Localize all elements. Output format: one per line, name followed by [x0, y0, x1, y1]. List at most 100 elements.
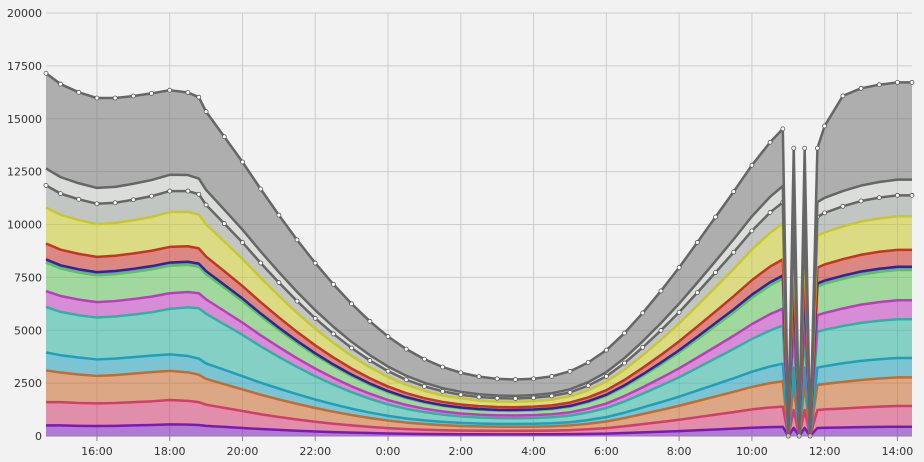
- series-13-point: [909, 79, 915, 85]
- series-13-point: [567, 368, 573, 374]
- series-11-point: [622, 360, 627, 366]
- series-13-point: [440, 364, 446, 370]
- series-13-point: [221, 134, 227, 140]
- series-11-point: [422, 383, 427, 389]
- x-axis-ticks: 16:00 18:00 20:00 22:00 0:00 2:00 4:00 6:00 8:00…: [81, 436, 913, 458]
- series-11-point: [909, 192, 915, 198]
- x-tick-label: 2:00: [448, 445, 473, 458]
- series-13-point: [43, 70, 49, 76]
- series-11-point: [640, 344, 646, 350]
- series-13-point: [494, 376, 500, 382]
- series-13-point: [258, 186, 264, 192]
- series-13-point: [167, 87, 173, 93]
- y-tick-label: 2500: [14, 377, 42, 390]
- series-13-point: [840, 93, 846, 99]
- series-1-area: [46, 424, 912, 436]
- series-13-point: [603, 347, 609, 353]
- series-13-point: [731, 189, 737, 195]
- x-tick-label: 8:00: [667, 445, 692, 458]
- series-11-point: [94, 201, 100, 207]
- series-13-point: [676, 265, 682, 270]
- y-tick-label: 15000: [7, 113, 42, 126]
- series-11-point: [294, 298, 300, 304]
- series-11-point: [43, 182, 49, 188]
- series-13-point: [895, 79, 900, 85]
- series-13-point: [403, 346, 409, 352]
- series-areas: [46, 73, 912, 436]
- y-tick-label: 10000: [7, 219, 42, 232]
- series-13-point: [58, 81, 63, 87]
- series-13-point: [791, 145, 797, 151]
- series-13-point: [549, 373, 555, 379]
- x-tick-label: 4:00: [521, 445, 546, 458]
- series-6-area: [46, 291, 912, 436]
- x-tick-label: 12:00: [809, 445, 841, 458]
- y-tick-label: 0: [35, 430, 42, 443]
- series-11-point: [440, 388, 446, 394]
- x-tick-label: 18:00: [154, 445, 186, 458]
- series-13-point: [640, 310, 646, 316]
- series-13-point: [294, 237, 300, 243]
- series-13-area: [46, 73, 912, 436]
- x-tick-label: 14:00: [882, 445, 914, 458]
- series-2-area: [46, 400, 912, 436]
- series-11-point: [221, 221, 227, 227]
- series-11-point: [658, 328, 664, 333]
- y-axis-ticks: 0 2500 5000 7500 10000 12500 15000 17500 20000: [7, 7, 42, 443]
- y-tick-label: 7500: [14, 271, 42, 284]
- series-13-point: [512, 377, 518, 382]
- series-11-point: [76, 196, 82, 202]
- series-11-point: [331, 331, 336, 337]
- series-11-area: [46, 185, 912, 436]
- series-13-point: [458, 370, 464, 376]
- series-13-point: [802, 145, 808, 151]
- series-13-point: [658, 288, 664, 294]
- series-12-area: [46, 168, 912, 436]
- series-13-point: [149, 90, 154, 96]
- series-10-area: [46, 207, 912, 436]
- series-11-point: [731, 249, 737, 255]
- series-13-point: [196, 94, 202, 100]
- x-tick-label: 16:00: [81, 445, 113, 458]
- series-11-point: [312, 315, 318, 321]
- series-13-point: [331, 281, 336, 287]
- series-11-point: [585, 383, 591, 389]
- series-11-point: [58, 191, 63, 197]
- series-11-point: [385, 368, 391, 374]
- series-11-point: [694, 290, 700, 296]
- series-13-point: [749, 162, 755, 168]
- x-tick-label: 6:00: [594, 445, 619, 458]
- series-13-point: [349, 301, 355, 307]
- series-11-point: [167, 188, 173, 194]
- series-13-point: [367, 318, 373, 324]
- series-11-point: [895, 192, 900, 198]
- series-13-point: [94, 95, 100, 101]
- series-11-point: [149, 193, 154, 199]
- series-13-point: [422, 356, 427, 362]
- series-13-point: [822, 123, 828, 129]
- series-13-point: [385, 334, 391, 339]
- series-9-area: [46, 243, 912, 436]
- series-7-area: [46, 262, 912, 436]
- series-11-point: [185, 188, 191, 194]
- series-11-point: [876, 195, 882, 201]
- series-11-point: [349, 345, 355, 351]
- series-11-point: [603, 373, 609, 379]
- series-11-point: [112, 200, 118, 206]
- series-11-point: [367, 358, 373, 363]
- series-11-point: [858, 198, 864, 204]
- series-11-point: [676, 309, 682, 315]
- series-13-point: [130, 93, 136, 99]
- series-13-point: [622, 330, 627, 336]
- series-11-point: [840, 203, 846, 209]
- y-tick-label: 12500: [7, 166, 42, 179]
- series-13-point: [112, 95, 118, 101]
- series-13-point: [767, 139, 773, 145]
- series-13-point: [185, 90, 191, 95]
- series-11-point: [130, 197, 136, 203]
- series-3-area: [46, 370, 912, 436]
- series-11-point: [240, 240, 245, 245]
- series-13-point: [476, 374, 482, 379]
- series-13-point: [814, 145, 820, 151]
